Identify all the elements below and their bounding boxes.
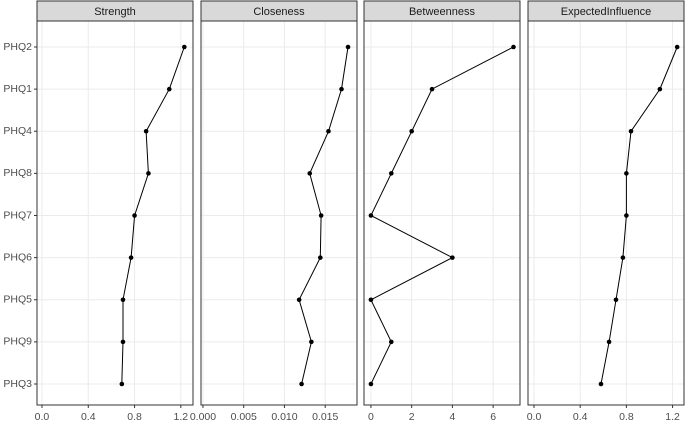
x-tick-label: 6 <box>490 411 496 423</box>
y-tick-label: PHQ3 <box>3 378 32 390</box>
point <box>368 297 374 303</box>
point <box>598 381 604 387</box>
panel-background <box>37 21 193 405</box>
x-tick-label: 0.015 <box>312 411 338 423</box>
point <box>624 171 629 176</box>
strip-label: Strength <box>94 6 136 18</box>
point <box>146 171 151 176</box>
x-tick-label: 0.000 <box>190 411 216 423</box>
x-tick-label: 0.8 <box>127 411 142 423</box>
point <box>450 255 455 260</box>
point <box>132 213 137 218</box>
x-tick-label: 0.8 <box>619 411 634 423</box>
point <box>339 86 344 92</box>
point <box>299 381 304 387</box>
strip <box>527 0 685 22</box>
x-tick-label: 0 <box>368 411 374 423</box>
x-tick-label: 0.0 <box>35 411 50 423</box>
strip-label: Closeness <box>253 6 305 18</box>
point <box>368 213 374 218</box>
x-tick-label: 4 <box>449 411 455 423</box>
point <box>674 44 680 50</box>
point <box>318 213 324 218</box>
point <box>388 339 394 345</box>
point <box>511 44 516 50</box>
strip-label: ExpectedInfluence <box>561 6 652 18</box>
y-tick-label: PHQ6 <box>3 251 32 263</box>
strip-label: Betweenness <box>409 6 476 18</box>
point <box>409 128 414 134</box>
point <box>309 339 314 345</box>
strip <box>36 0 194 22</box>
point <box>120 297 126 303</box>
point <box>307 171 313 176</box>
point <box>120 339 126 345</box>
point <box>318 255 323 260</box>
x-tick-label: 0.0 <box>527 411 542 423</box>
strip <box>363 0 521 22</box>
y-tick-label: PHQ4 <box>3 125 32 137</box>
strip <box>200 0 358 22</box>
panel-background <box>528 21 684 405</box>
point <box>613 297 619 303</box>
x-tick-label: 0.010 <box>271 411 297 423</box>
point <box>624 213 629 218</box>
x-tick-label: 1.2 <box>665 411 680 423</box>
point <box>166 86 172 92</box>
y-tick-label: PHQ7 <box>3 209 32 221</box>
point <box>606 339 612 345</box>
y-tick-label: PHQ8 <box>3 167 32 179</box>
point <box>143 128 149 134</box>
point <box>368 381 374 387</box>
x-tick-label: 1.2 <box>174 411 189 423</box>
panel-background <box>364 21 520 405</box>
point <box>326 128 331 134</box>
y-tick-label: PHQ2 <box>3 41 32 53</box>
point <box>388 171 394 176</box>
x-tick-label: 0.4 <box>573 411 588 423</box>
point <box>429 86 435 92</box>
x-tick-label: 0.005 <box>231 411 257 423</box>
point <box>345 44 351 50</box>
point <box>296 297 302 303</box>
y-tick-label: PHQ5 <box>3 294 32 306</box>
point <box>119 381 125 387</box>
point <box>128 255 134 260</box>
y-tick-label: PHQ9 <box>3 336 32 348</box>
point <box>620 255 626 260</box>
y-tick-label: PHQ1 <box>3 83 32 95</box>
point <box>182 44 187 50</box>
x-tick-label: 0.4 <box>81 411 96 423</box>
point <box>628 128 634 134</box>
panel-background <box>201 21 357 405</box>
point <box>657 86 663 92</box>
x-tick-label: 2 <box>409 411 415 423</box>
